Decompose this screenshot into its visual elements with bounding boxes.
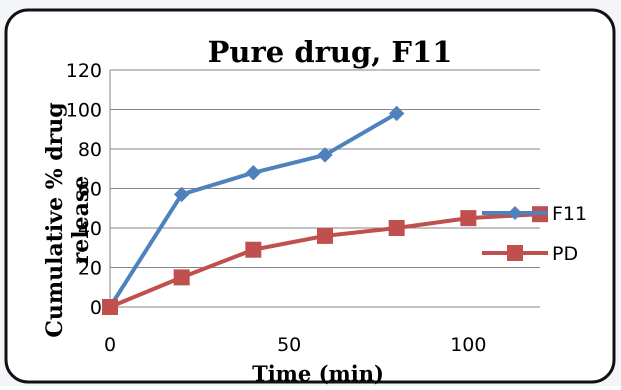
y-tick-label: 20: [78, 258, 102, 280]
data-point-pd: [245, 241, 262, 258]
x-axis-label: Time (min): [252, 361, 384, 386]
y-tick-label: 100: [66, 100, 102, 122]
legend-marker-pd: [507, 245, 523, 261]
data-point-pd: [388, 220, 405, 236]
y-axis-label-line: Cumulative % drug: [42, 102, 68, 337]
y-tick-label: 40: [78, 218, 102, 240]
legend-marker-f11: [508, 206, 522, 220]
x-tick-label: 100: [450, 334, 486, 356]
y-tick-label: 60: [78, 179, 102, 201]
data-point-f11: [317, 147, 333, 163]
data-point-pd: [173, 269, 190, 286]
legend-label-f11: F11: [552, 203, 587, 225]
x-tick-label: 0: [104, 334, 116, 356]
y-tick-labels: 0 20 40 60 80 100 120: [66, 60, 102, 319]
y-axis-label-line: release: [68, 176, 94, 265]
data-point-pd: [102, 299, 118, 315]
data-point-f11: [245, 164, 262, 181]
y-tick-label: 120: [66, 60, 102, 82]
y-tick-label: 0: [90, 297, 102, 319]
data-point-f11: [173, 186, 190, 203]
x-tick-labels: 0 50 100: [104, 334, 487, 356]
y-tick-label: 80: [78, 139, 102, 161]
legend-label-pd: PD: [552, 243, 578, 265]
legend: F11 PD: [482, 203, 587, 265]
chart-title: Pure drug, F11: [208, 35, 453, 69]
x-tick-label: 50: [277, 334, 301, 356]
y-axis-label: Cumulative % drugrelease: [42, 102, 94, 337]
data-point-pd: [460, 210, 477, 227]
series-layer: [102, 105, 548, 315]
data-point-pd: [317, 227, 333, 244]
axes: [109, 70, 540, 308]
data-point-f11: [388, 105, 405, 122]
